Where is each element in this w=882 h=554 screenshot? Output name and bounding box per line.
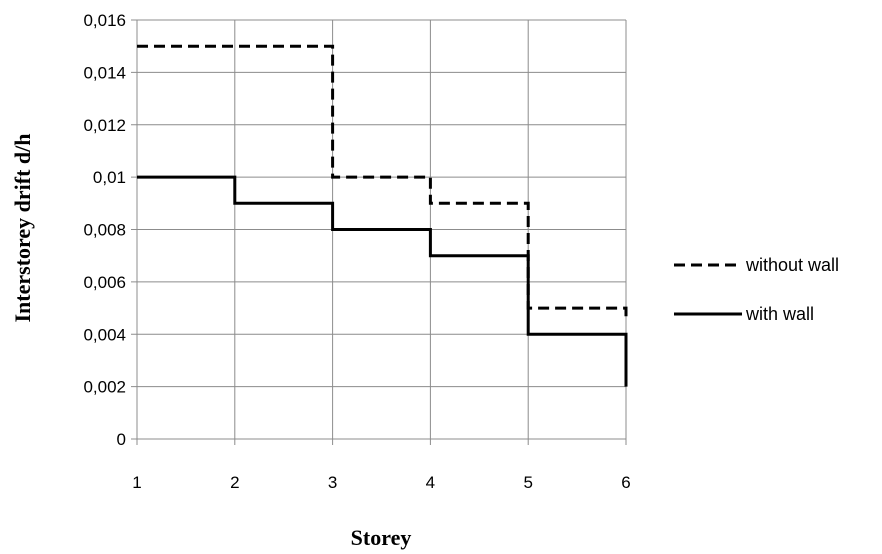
x-tick-label: 6 bbox=[621, 473, 630, 492]
x-tick-label: 4 bbox=[426, 473, 435, 492]
y-tick-label: 0,008 bbox=[83, 221, 126, 240]
axes bbox=[131, 19, 627, 445]
x-tick-label: 5 bbox=[523, 473, 532, 492]
legend-label: with wall bbox=[745, 304, 814, 324]
series-line-without-wall bbox=[137, 44, 628, 322]
x-axis-title: Storey bbox=[351, 525, 412, 550]
series-lines bbox=[137, 44, 628, 387]
y-tick-label: 0,01 bbox=[93, 168, 126, 187]
series-line-with-wall bbox=[137, 175, 628, 387]
legend-label: without wall bbox=[745, 255, 839, 275]
y-tick-label: 0,004 bbox=[83, 325, 126, 344]
y-tick-label: 0,012 bbox=[83, 116, 126, 135]
y-tick-label: 0,014 bbox=[83, 63, 126, 82]
legend: without wall with wall bbox=[674, 255, 839, 324]
x-tick-labels: 1 2 3 4 5 6 bbox=[132, 473, 630, 492]
y-tick-label: 0,002 bbox=[83, 378, 126, 397]
y-tick-label: 0,016 bbox=[83, 11, 126, 30]
y-axis-title: Interstorey drift d/h bbox=[10, 133, 35, 322]
x-tick-label: 1 bbox=[132, 473, 141, 492]
y-tick-labels: 0 0,002 0,004 0,006 0,008 0,01 0,012 0,014 0,016 bbox=[83, 11, 126, 449]
x-tick-label: 2 bbox=[230, 473, 239, 492]
y-tick-label: 0,006 bbox=[83, 273, 126, 292]
y-tick-label: 0 bbox=[117, 430, 126, 449]
x-tick-label: 3 bbox=[328, 473, 337, 492]
